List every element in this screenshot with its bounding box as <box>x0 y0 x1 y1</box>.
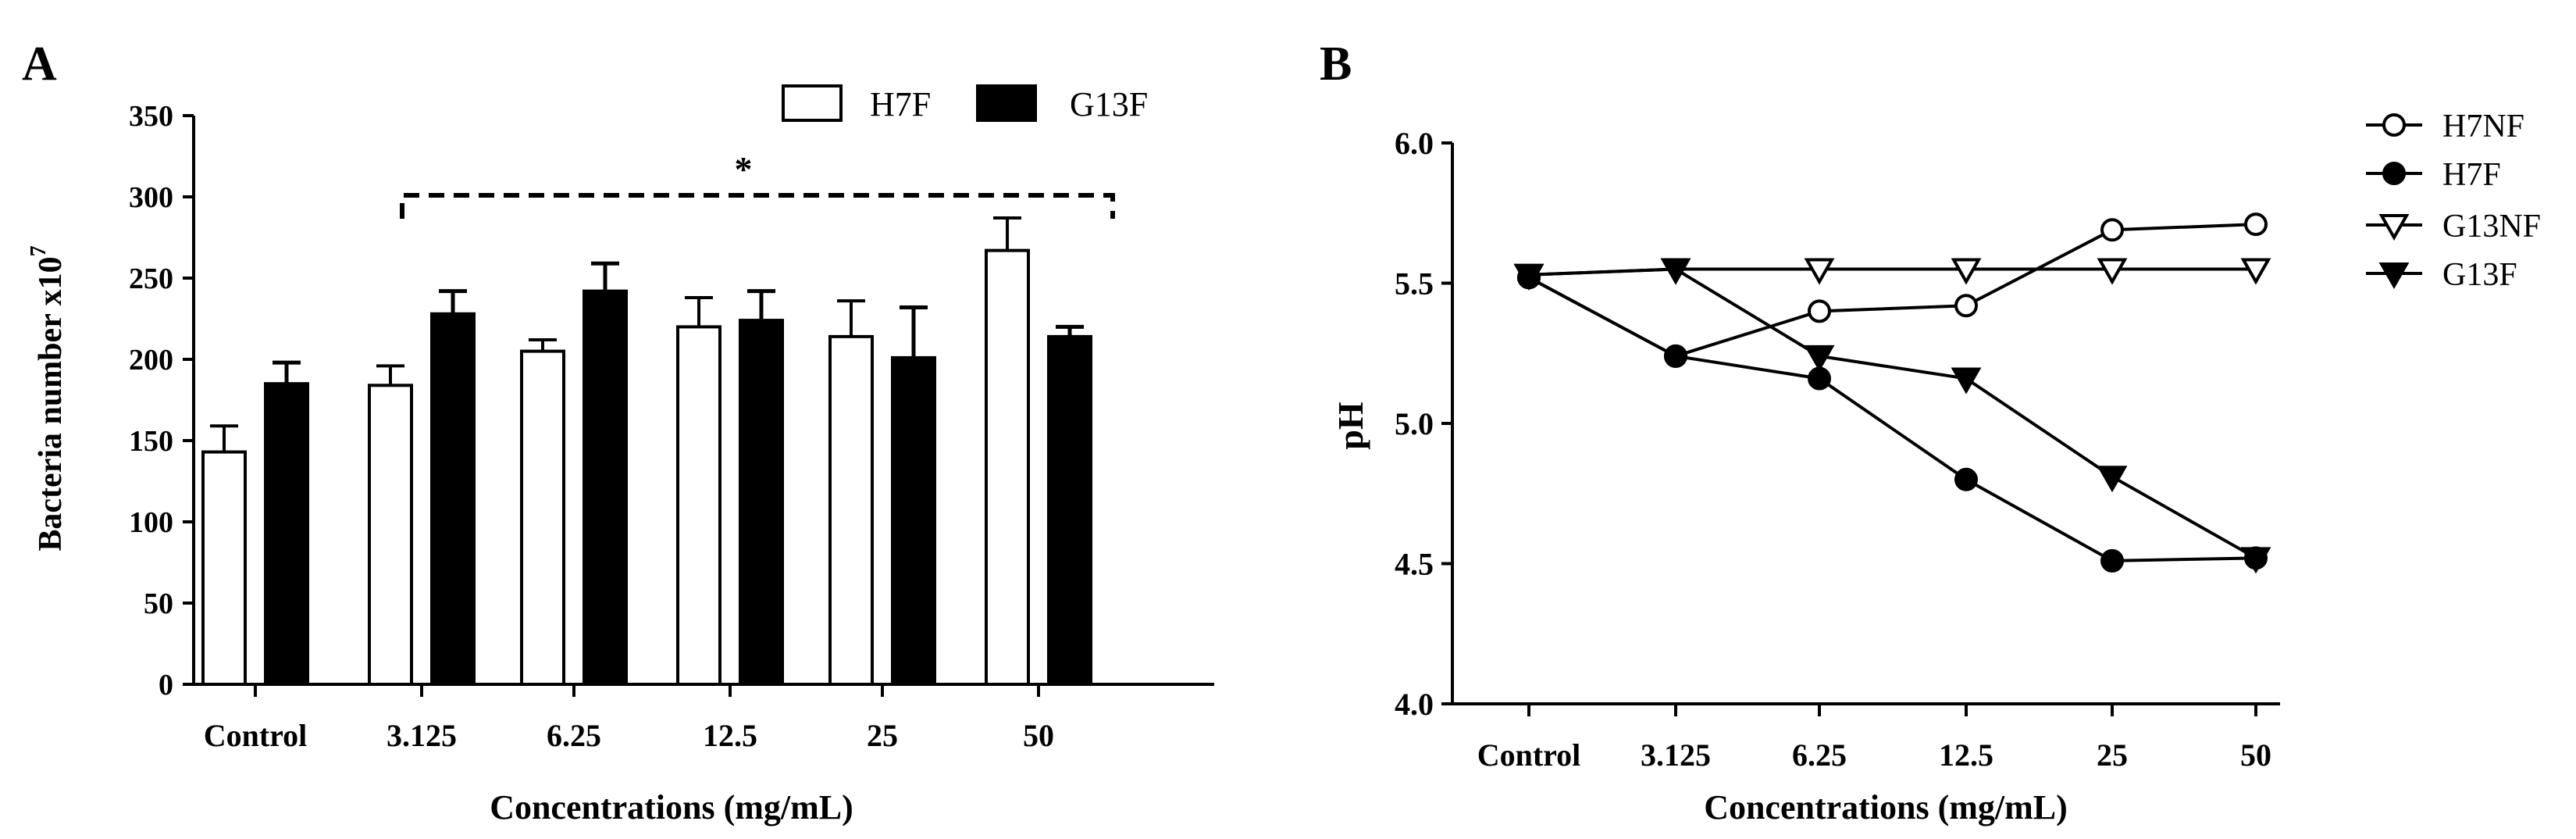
point-g13f-50 <box>2240 547 2271 574</box>
legend-marker-h7nf <box>2382 113 2406 137</box>
legend-label-h7f: H7F <box>2442 157 2501 193</box>
legend-marker-g13f <box>2378 262 2410 290</box>
bar-h7f-6-25 <box>520 349 565 686</box>
bar-g13f-25 <box>891 355 936 686</box>
panel-b-x-tick-label: Control <box>1477 737 1581 773</box>
bar-h7f-50 <box>985 248 1030 686</box>
bar-g13f-50 <box>1047 334 1092 686</box>
panel-a-y-tick-label: 50 <box>144 587 173 620</box>
panel-b-x-tick-label: 3.125 <box>1641 737 1711 773</box>
panel-b-y-tick-label: 4.5 <box>1395 547 1434 582</box>
point-h7f-25 <box>2100 548 2124 573</box>
panel-a-x-axis-title: Concentrations (mg/mL) <box>490 788 853 827</box>
point-g13nf-50 <box>2240 258 2271 285</box>
panel-a-y-tick-label: 350 <box>129 100 173 133</box>
panel-a-x-tick-label: 6.25 <box>547 718 601 753</box>
legend-label-g13nf: G13NF <box>2442 209 2541 245</box>
point-g13f-control <box>1513 263 1545 291</box>
panel-a-x-tick-label: 25 <box>867 718 898 753</box>
panel-a-x-tick-label: 12.5 <box>703 718 757 753</box>
panel-a-y-axis-title: Bacteria number x107 <box>27 245 69 551</box>
panel-a-y-tick-label: 0 <box>159 669 173 702</box>
point-g13f-3-125 <box>1660 258 1691 285</box>
point-g13nf-6-25 <box>1804 258 1835 285</box>
line-h7f <box>1528 276 2257 562</box>
bar-g13f-control <box>264 382 309 686</box>
significance-bracket <box>400 193 1115 219</box>
panel-a-y-tick-label: 250 <box>129 262 173 295</box>
bar-g13f-3-125 <box>430 312 476 686</box>
point-h7nf-50 <box>2244 212 2268 237</box>
bar-h7f-3-125 <box>368 384 413 686</box>
panel-a-x-tick-label: 3.125 <box>387 718 457 753</box>
bar-h7f-12-5 <box>676 325 721 686</box>
legend-label-h7f: H7F <box>870 85 931 123</box>
panel-a-y-tick-label: 150 <box>129 425 173 458</box>
bar-h7f-25 <box>828 334 874 686</box>
point-h7nf-6-25 <box>1808 299 1831 323</box>
significance-asterisk: * <box>735 149 753 189</box>
panel-b-letter: B <box>1320 37 1352 91</box>
legend-label-g13f: G13F <box>2442 257 2517 293</box>
panel-b-legend: H7NF H7F G13NF G13F <box>2366 109 2541 293</box>
panel-b-x-tick-label: 12.5 <box>1939 737 1993 773</box>
legend-swatch-g13f <box>976 84 1037 122</box>
point-g13nf-25 <box>2097 258 2128 285</box>
point-g13f-12-5 <box>1951 367 1982 395</box>
legend-label-h7nf: H7NF <box>2442 109 2524 145</box>
legend-label-g13f: G13F <box>1070 85 1148 123</box>
bar-g13f-12-5 <box>739 319 784 686</box>
panel-b-y-axis-title: pH <box>1331 402 1370 450</box>
point-h7f-12-5 <box>1954 467 1978 491</box>
legend-swatch-h7f <box>782 84 843 122</box>
panel-b-x-tick-label: 25 <box>2097 737 2128 773</box>
panel-b-y-tick-label: 5.5 <box>1395 266 1434 302</box>
panel-a-legend: H7F G13F <box>782 84 1148 123</box>
bar-g13f-6-25 <box>583 289 628 686</box>
point-h7f-3-125 <box>1664 344 1687 368</box>
panel-b-x-axis-title: Concentrations (mg/mL) <box>1704 788 2068 827</box>
panel-a-y-axis-title-superscript: 7 <box>27 245 51 256</box>
line-g13f <box>1528 267 2257 560</box>
panel-a-bar-chart: A 0 50 100 150 200 250 300 350 Control 3.125 6.25… <box>22 37 1214 827</box>
point-g13f-6-25 <box>1804 345 1835 372</box>
bar-h7f-control <box>201 450 247 686</box>
panel-b-y-tick-label: 6.0 <box>1395 126 1434 161</box>
panel-a-x-tick-label: 50 <box>1023 718 1054 753</box>
panel-a-y-tick-label: 200 <box>129 344 173 377</box>
panel-a-y-axis-title-main: Bacteria number x10 <box>33 256 69 551</box>
panel-b-line-chart: B 4.0 4.5 5.0 5.5 6.0 Control 3.125 6.25 12.5 25… <box>1320 37 2541 827</box>
point-h7nf-25 <box>2100 218 2124 242</box>
point-g13f-25 <box>2097 466 2128 493</box>
panel-a-x-tick-label: Control <box>204 718 308 753</box>
legend-marker-g13nf <box>2378 214 2410 241</box>
panel-b-y-tick-label: 4.0 <box>1395 687 1434 722</box>
point-h7nf-12-5 <box>1954 294 1978 318</box>
panel-b-x-tick-label: 50 <box>2240 737 2271 773</box>
point-g13nf-12-5 <box>1951 258 1982 285</box>
panel-a-y-tick-label: 100 <box>129 506 173 539</box>
panel-a-y-tick-label: 300 <box>129 181 173 214</box>
panel-b-x-tick-label: 6.25 <box>1792 737 1847 773</box>
panel-b-y-tick-label: 5.0 <box>1395 406 1434 441</box>
panel-a-letter: A <box>22 37 57 91</box>
legend-marker-h7f <box>2382 162 2406 185</box>
